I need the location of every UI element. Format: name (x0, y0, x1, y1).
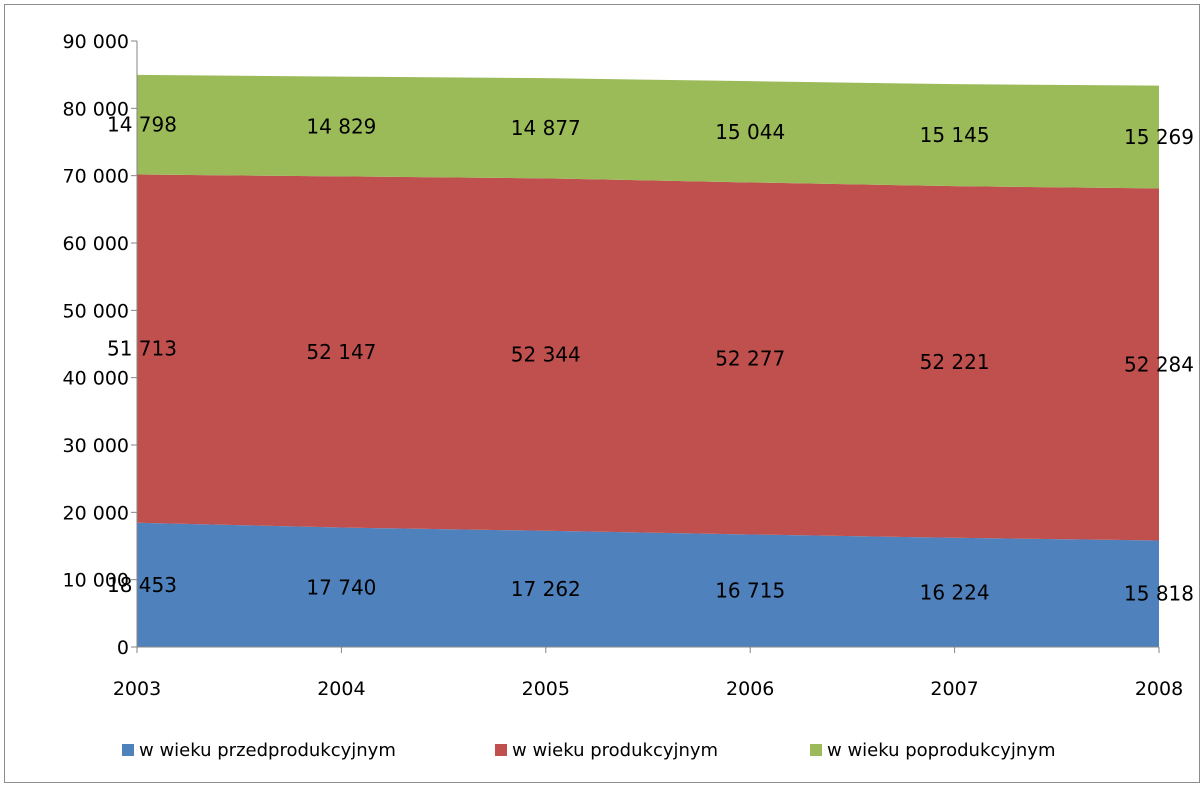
data-label: 52 284 (1124, 352, 1194, 376)
x-tick-label: 2003 (113, 678, 161, 700)
legend-swatch (122, 744, 134, 756)
x-tick-label: 2005 (522, 678, 570, 700)
legend-label: w wieku poprodukcyjnym (827, 740, 1056, 761)
legend-label: w wieku przedprodukcyjnym (139, 740, 396, 761)
y-tick-label: 90 000 (63, 31, 129, 53)
data-label: 51 713 (107, 337, 177, 361)
y-tick-label: 30 000 (63, 435, 129, 457)
data-label: 52 147 (306, 340, 376, 364)
legend-label: w wieku produkcyjnym (512, 740, 718, 761)
y-tick-label: 80 000 (63, 98, 129, 120)
data-label: 14 829 (306, 115, 376, 139)
y-tick-label: 40 000 (63, 368, 129, 390)
area-series-2 (137, 174, 1159, 541)
data-label: 17 740 (306, 575, 376, 599)
y-tick-label: 70 000 (63, 166, 129, 188)
data-label: 52 221 (920, 350, 990, 374)
data-label: 17 262 (511, 577, 581, 601)
data-label: 52 344 (511, 343, 581, 367)
data-label: 18 453 (107, 573, 177, 597)
data-label: 16 715 (715, 579, 785, 603)
x-tick-label: 2006 (726, 678, 774, 700)
y-tick-label: 50 000 (63, 300, 129, 322)
data-label: 14 877 (511, 116, 581, 140)
legend-swatch (495, 744, 507, 756)
data-label: 15 145 (920, 123, 990, 147)
y-tick-label: 10 000 (63, 570, 129, 592)
y-tick-label: 0 (117, 637, 129, 659)
data-label: 52 277 (715, 346, 785, 370)
x-tick-label: 2008 (1135, 678, 1183, 700)
y-tick-label: 20 000 (63, 502, 129, 524)
stacked-area-chart: 18 453 17 740 17 262 16 715 16 224 15 818 51 7… (63, 31, 1194, 761)
data-label: 15 269 (1124, 125, 1194, 149)
chart-frame: 18 453 17 740 17 262 16 715 16 224 15 818 51 7… (4, 4, 1200, 783)
x-tick-label: 2007 (930, 678, 978, 700)
area-series-3 (137, 74, 1159, 189)
data-label: 15 818 (1124, 582, 1194, 606)
data-label: 14 798 (107, 113, 177, 137)
area-series-1 (137, 522, 1159, 647)
x-tick-label: 2004 (317, 678, 365, 700)
legend-swatch (810, 744, 822, 756)
y-tick-label: 60 000 (63, 233, 129, 255)
data-label: 15 044 (715, 120, 785, 144)
data-label: 16 224 (920, 580, 990, 604)
